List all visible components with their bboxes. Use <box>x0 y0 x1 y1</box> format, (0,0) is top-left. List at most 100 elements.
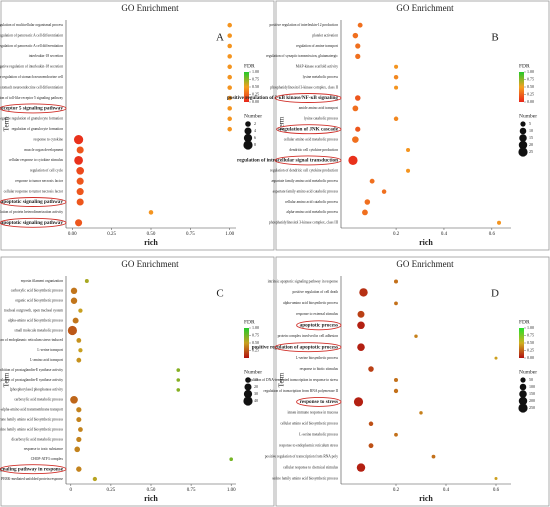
size-legend-label: 5 <box>529 121 531 126</box>
term-label: lysine metabolic process <box>303 75 339 79</box>
term-dot <box>394 64 399 69</box>
term-dot <box>227 85 232 90</box>
term-dot <box>75 219 83 227</box>
x-axis-label: rich <box>144 494 158 503</box>
term-label: alpha-amino acid biosynthetic process <box>283 301 339 305</box>
fdr-tick-label: 0.75 <box>527 76 534 81</box>
size-legend-dot <box>520 377 526 383</box>
term-label: cellular amino acid catabolic process <box>285 200 339 204</box>
fdr-tick-label: 1.00 <box>252 69 259 74</box>
term-dot <box>394 432 398 437</box>
term-dot <box>393 74 399 80</box>
size-legend-dot <box>245 377 251 383</box>
term-dot <box>368 421 374 427</box>
term-highlight <box>276 124 342 135</box>
term-label: L-alpha-amino acid transmembrane transpo… <box>0 408 63 412</box>
fdr-legend-title: FDR <box>519 63 530 69</box>
term-dot <box>76 466 82 472</box>
term-label: dendritic cell cytokine production <box>289 148 338 152</box>
size-legend-title: Number <box>244 369 262 375</box>
term-label: tracheal outgrowth, open tracheal system <box>4 308 63 313</box>
term-label: carboxylic acid metabolic process <box>14 398 63 402</box>
panel-label: B <box>491 32 498 44</box>
term-label: response to toxic substance <box>24 447 64 451</box>
x-tick-label: 0.6 <box>489 232 496 237</box>
term-highlight <box>274 155 342 166</box>
term-dot <box>74 446 81 453</box>
term-dot <box>84 278 89 283</box>
fdr-tick-label: 0.25 <box>252 347 259 352</box>
term-label: cellular response to tumor necrosis fact… <box>4 189 64 193</box>
fdr-tick-label: 0.00 <box>527 355 534 360</box>
term-label: positive regulation of I-κB kinase/NF-κB… <box>227 95 338 101</box>
term-dot <box>227 74 232 80</box>
term-dot <box>357 343 365 351</box>
size-legend-label: 10 <box>529 128 533 133</box>
term-dot <box>352 32 359 39</box>
fdr-tick-label: 1.00 <box>252 325 259 330</box>
term-dot <box>76 407 82 413</box>
x-tick-label: 0 <box>70 488 73 493</box>
term-label: positive regulation of apoptotic process <box>252 344 338 350</box>
panel-frame <box>275 256 550 507</box>
term-dot <box>494 356 498 360</box>
term-label: organic acid biosynthetic process <box>15 299 63 303</box>
y-axis-label: Term <box>3 116 11 131</box>
term-label: cellular amino acid metabolic process <box>284 137 339 141</box>
term-dot <box>73 135 84 145</box>
term-label: response to stress <box>300 399 338 405</box>
term-dot <box>355 53 361 60</box>
size-legend-label: 15 <box>529 135 533 140</box>
term-dot <box>352 105 359 112</box>
term-label: phosphatidylinositol 3-kinase complex, c… <box>269 221 339 226</box>
x-tick-label: 0.6 <box>493 488 500 493</box>
term-dot <box>497 220 502 225</box>
term-label: aspartate family amino acid biosynthetic… <box>0 417 64 421</box>
term-dot <box>227 43 232 49</box>
term-dot <box>393 279 399 284</box>
x-tick-label: 0.25 <box>107 488 116 493</box>
term-dot <box>70 287 78 295</box>
term-dot <box>357 310 365 318</box>
term-label: response to endoplasmic reticulum stress <box>279 444 338 448</box>
term-label: negative regulation of interleukin-18 se… <box>0 65 63 69</box>
x-tick-label: 0.4 <box>443 488 450 493</box>
term-dot <box>227 22 232 28</box>
x-axis-label: rich <box>419 494 433 503</box>
size-legend-dot <box>520 121 526 127</box>
size-legend-dot <box>245 121 251 127</box>
size-legend-dot <box>243 389 253 399</box>
term-dot <box>394 301 398 306</box>
term-label: negative regulation of granulocyte forma… <box>0 117 63 121</box>
term-label: L-serine metabolic process <box>299 433 338 437</box>
fdr-tick-label: 1.00 <box>527 325 534 330</box>
term-dot <box>368 443 374 449</box>
size-legend-dot <box>519 390 527 398</box>
term-label: positive regulation of cell death <box>292 290 338 294</box>
term-label: response to cytokine <box>33 137 63 141</box>
term-dot <box>70 395 78 404</box>
size-legend-dot <box>519 127 527 135</box>
term-dot <box>368 366 374 372</box>
size-legend-label: 150 <box>529 391 535 396</box>
term-label: regulation of granulocyte formation <box>12 127 64 131</box>
term-dot <box>362 209 368 216</box>
term-label: negative regulation of toll-like recepto… <box>0 96 63 100</box>
term-highlight <box>0 217 67 228</box>
term-label: response to tumor necrosis factor <box>15 179 64 183</box>
term-dot <box>76 198 84 206</box>
term-label: response to external stimulus <box>296 312 338 316</box>
term-label: innate immune response in mucosa <box>287 411 338 415</box>
term-dot <box>227 126 232 132</box>
term-label: L-serine transport <box>37 348 63 352</box>
term-label: cellular response to cytokine stimulus <box>9 158 64 162</box>
term-label: alpha-amino acid metabolic process <box>286 210 338 214</box>
term-label: myosin filament organization <box>21 279 63 283</box>
size-legend-title: Number <box>519 369 537 375</box>
term-label: intrinsic apoptotic signaling pathway in… <box>268 279 339 283</box>
term-dot <box>348 155 358 165</box>
term-label: small molecule metabolic process <box>14 328 63 332</box>
term-label: carboxylic acid biosynthetic process <box>11 289 64 293</box>
y-axis-label: Term <box>3 372 11 387</box>
term-label: negative regulation of multicellular org… <box>0 23 64 27</box>
